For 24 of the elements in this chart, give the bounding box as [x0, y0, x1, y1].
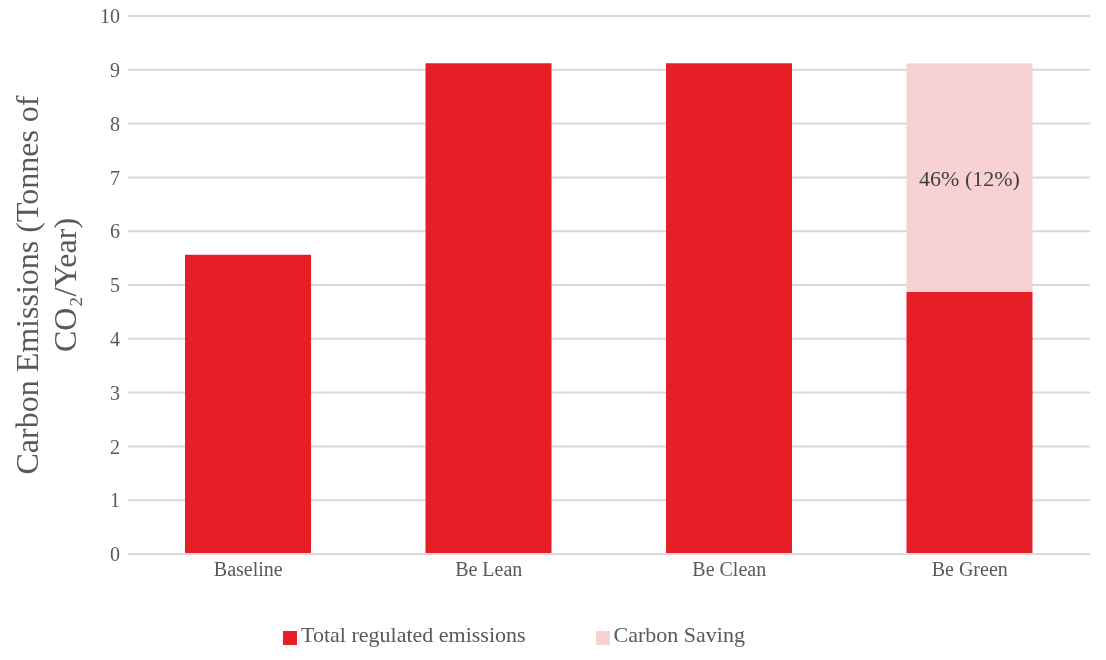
y-tick-label: 0: [110, 543, 120, 566]
y-tick-label: 10: [100, 5, 120, 28]
bar: [666, 63, 792, 554]
legend-label: Carbon Saving: [613, 622, 745, 647]
y-tick-label: 7: [110, 166, 120, 189]
y-tick-label: 5: [110, 274, 120, 297]
y-tick-label: 2: [110, 435, 120, 458]
y-tick-label: 9: [110, 58, 120, 81]
x-tick-label: Baseline: [213, 558, 283, 581]
x-tick-label: Be Lean: [455, 558, 523, 581]
y-axis-title: Carbon Emissions (Tonnes of CO₂/Year): [9, 95, 83, 475]
x-tick-label: Be Green: [931, 558, 1008, 581]
bar: [906, 291, 1033, 554]
legend-label: Total regulated emissions: [301, 622, 526, 647]
y-tick-label: 8: [110, 112, 120, 135]
y-tick-label: 3: [110, 381, 120, 404]
annotation: 46% (12%): [919, 165, 1020, 191]
y-tick-label: 6: [110, 220, 120, 243]
x-tick-label: Be Clean: [692, 558, 767, 581]
bar: [425, 63, 552, 554]
y-tick-label: 1: [110, 489, 120, 512]
bar: [906, 63, 1033, 292]
y-tick-label: 4: [110, 327, 120, 350]
bar: [185, 254, 311, 554]
